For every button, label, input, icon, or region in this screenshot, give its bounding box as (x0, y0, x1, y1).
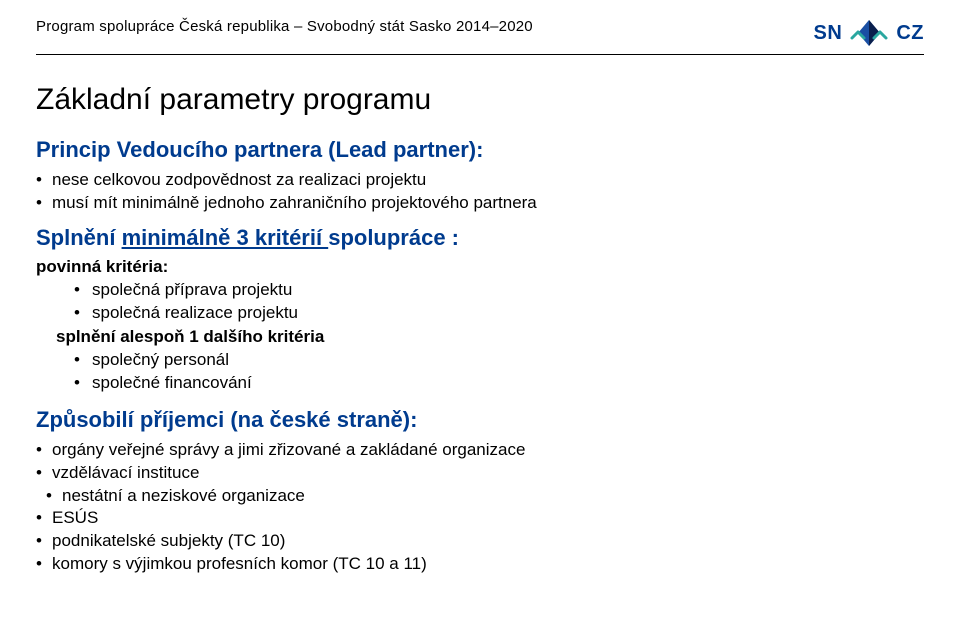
list-item: komory s výjimkou profesních komor (TC 1… (36, 553, 924, 576)
section1-heading: Princip Vedoucího partnera (Lead partner… (36, 137, 924, 163)
atleast-list: společný personál společné financování (74, 349, 924, 395)
page-title: Základní parametry programu (36, 83, 924, 117)
program-line: Program spolupráce Česká republika – Svo… (36, 18, 533, 35)
atleast-label: splnění alespoň 1 dalšího kritéria (56, 327, 924, 347)
section3-list: orgány veřejné správy a jimi zřizované a… (36, 439, 924, 577)
logo-cz-text: CZ (896, 22, 924, 45)
list-item: ESÚS (36, 507, 924, 530)
section2-heading-pre: Splnění (36, 225, 122, 250)
list-item: společné financování (74, 372, 924, 395)
logo: SN CZ (814, 18, 924, 48)
list-item: orgány veřejné správy a jimi zřizované a… (36, 439, 924, 462)
list-item: společný personál (74, 349, 924, 372)
mandatory-list: společná příprava projektu společná real… (74, 279, 924, 325)
section3-heading: Způsobilí příjemci (na české straně): (36, 407, 924, 433)
list-item: společná příprava projektu (74, 279, 924, 302)
logo-sn-text: SN (814, 22, 843, 45)
logo-diamond-icon (848, 18, 890, 48)
section2-heading-underline: minimálně 3 kritérií (122, 225, 329, 250)
header-row: Program spolupráce Česká republika – Svo… (36, 18, 924, 48)
section2-heading: Splnění minimálně 3 kritérií spolupráce … (36, 225, 924, 251)
list-item: musí mít minimálně jednoho zahraničního … (36, 192, 924, 215)
section2-heading-post: spolupráce : (328, 225, 459, 250)
section1-list: nese celkovou zodpovědnost za realizaci … (36, 169, 924, 215)
list-item: nestátní a neziskové organizace (46, 485, 924, 508)
list-item: podnikatelské subjekty (TC 10) (36, 530, 924, 553)
list-item: vzdělávací instituce (36, 462, 924, 485)
mandatory-label: povinná kritéria: (36, 257, 924, 277)
list-item: nese celkovou zodpovědnost za realizaci … (36, 169, 924, 192)
list-item: společná realizace projektu (74, 302, 924, 325)
spacer (36, 397, 924, 407)
page-root: Program spolupráce Česká republika – Svo… (0, 0, 960, 632)
content: Základní parametry programu Princip Vedo… (36, 55, 924, 576)
